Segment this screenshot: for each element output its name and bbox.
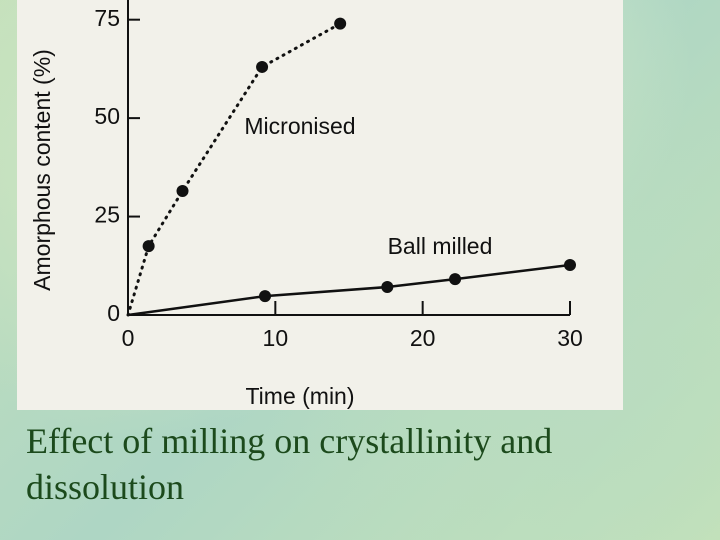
y-tick-label: 50 (94, 103, 120, 129)
y-axis-label: Amorphous content (%) (29, 49, 55, 291)
chart-panel (17, 0, 623, 410)
x-tick-label: 10 (263, 325, 289, 351)
series-line (126, 263, 572, 317)
data-point (381, 281, 394, 294)
data-point (334, 17, 347, 30)
data-point (142, 240, 155, 253)
x-tick-label: 0 (122, 325, 135, 351)
x-axis-label: Time (min) (245, 383, 354, 409)
data-point (176, 184, 189, 197)
y-tick-label: 0 (107, 300, 120, 326)
y-tick-label: 25 (94, 202, 120, 228)
y-tick-label: 75 (94, 5, 120, 31)
data-point (259, 290, 272, 303)
data-point (449, 273, 462, 286)
series-label: Micronised (244, 113, 355, 139)
data-point (564, 258, 576, 271)
series-line (126, 22, 342, 317)
x-tick-label: 30 (557, 325, 583, 351)
series-label: Ball milled (388, 233, 493, 259)
data-point (256, 60, 269, 73)
caption: Effect of milling on crystallinity and d… (26, 421, 553, 507)
x-tick-label: 20 (410, 325, 436, 351)
